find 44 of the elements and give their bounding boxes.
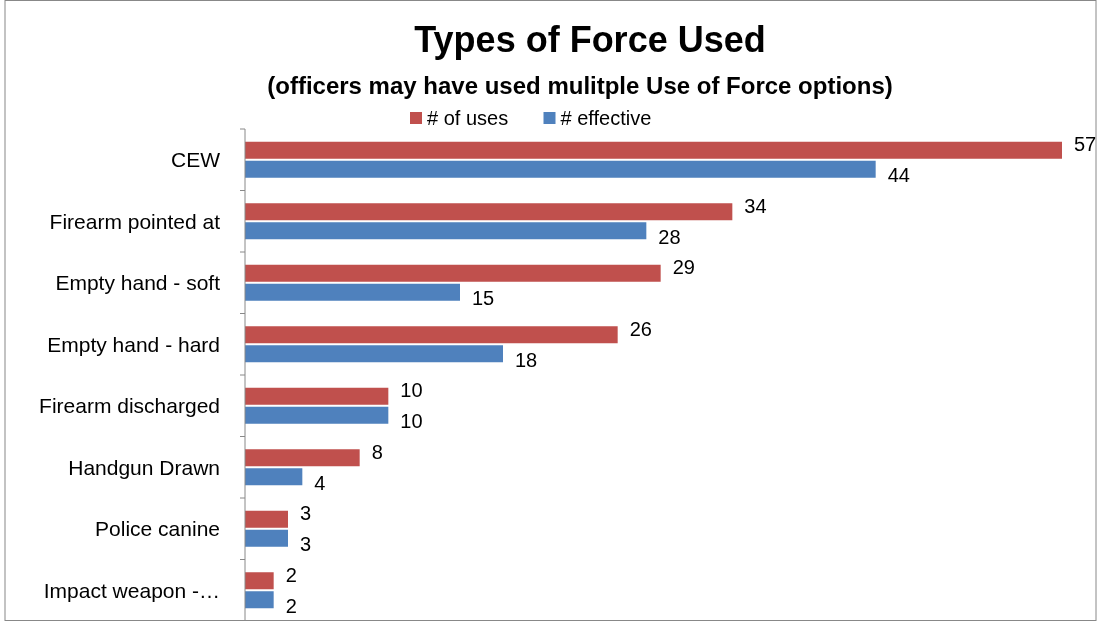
- y-tick-label: Impact weapon -…: [43, 578, 220, 602]
- bar: [245, 160, 876, 178]
- data-label: 10: [400, 410, 423, 433]
- bar: [245, 468, 303, 486]
- data-label: 10: [400, 379, 423, 402]
- bar: [245, 406, 389, 424]
- data-label: 44: [887, 164, 910, 187]
- legend-label: # of uses: [427, 107, 509, 129]
- bar: [245, 529, 288, 547]
- y-tick-label: Police canine: [95, 517, 220, 541]
- bar: [245, 572, 274, 590]
- data-label: 15: [472, 287, 495, 310]
- bar: [245, 283, 460, 301]
- data-label: 18: [515, 348, 538, 371]
- data-label: 26: [629, 317, 652, 340]
- data-label: 2: [285, 563, 297, 586]
- data-label: 4: [314, 471, 326, 494]
- bar: [245, 203, 733, 221]
- bar: [245, 264, 661, 282]
- bar: [245, 591, 274, 609]
- y-tick-label: Empty hand - soft: [55, 271, 221, 295]
- data-label: 3: [300, 502, 312, 525]
- y-tick-label: Firearm pointed at: [49, 209, 221, 233]
- data-label: 8: [371, 440, 383, 463]
- data-label: 3: [300, 533, 312, 556]
- data-label: 2: [285, 594, 297, 617]
- data-label: 57: [1074, 133, 1097, 156]
- bar: [245, 326, 618, 344]
- bar: [245, 449, 360, 467]
- bar: [245, 345, 503, 363]
- data-label: 34: [744, 194, 767, 217]
- legend-label: # effective: [560, 107, 652, 129]
- bar: [245, 222, 647, 240]
- y-tick-label: Firearm discharged: [39, 394, 220, 418]
- y-tick-label: CEW: [171, 148, 221, 172]
- chart-subtitle: (officers may have used mulitple Use of Force options): [267, 72, 893, 99]
- bar: [245, 510, 288, 528]
- chart-title: Types of Force Used: [414, 19, 766, 60]
- bar: [245, 141, 1062, 159]
- y-tick-label: Handgun Drawn: [68, 455, 220, 479]
- data-label: 28: [658, 225, 681, 248]
- bar: [245, 387, 389, 405]
- y-tick-label: Empty hand - hard: [47, 332, 220, 356]
- data-label: 29: [672, 256, 695, 279]
